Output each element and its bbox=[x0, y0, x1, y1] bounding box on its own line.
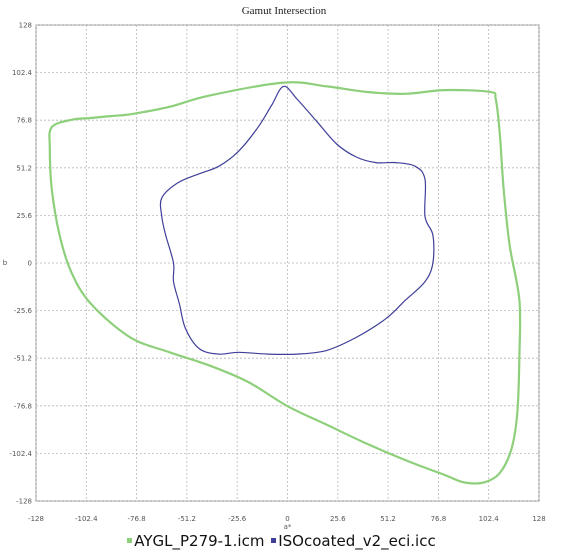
y-tick-label: -128 bbox=[16, 498, 32, 506]
series-line-isocoated bbox=[159, 85, 435, 356]
x-tick-label: -128 bbox=[28, 515, 44, 523]
legend-swatch-aygl bbox=[127, 538, 133, 543]
y-tick-label: 51.2 bbox=[16, 164, 32, 172]
legend-item-aygl: AYGL_P279-1.icm bbox=[127, 532, 264, 550]
y-tick-label: 25.6 bbox=[16, 212, 32, 220]
x-tick-label: -51.2 bbox=[178, 515, 196, 523]
y-tick-label: -51.2 bbox=[14, 355, 32, 363]
x-tick-label: 128 bbox=[532, 515, 545, 523]
x-tick-label: 25.6 bbox=[330, 515, 346, 523]
x-axis-label: a* bbox=[284, 523, 292, 530]
gamut-chart: Gamut Intersection -128-128-102.4-102.4-… bbox=[3, 5, 546, 530]
y-tick-label: 102.4 bbox=[12, 69, 33, 77]
y-tick-label: -76.8 bbox=[14, 402, 32, 410]
x-tick-label: -25.6 bbox=[228, 515, 247, 523]
y-axis-label: b bbox=[3, 259, 8, 267]
series-line-aygl bbox=[48, 81, 522, 485]
grid-lines bbox=[35, 24, 540, 502]
x-tick-label: -102.4 bbox=[75, 515, 98, 523]
x-tick-label: 51.2 bbox=[380, 515, 396, 523]
y-tick-label: -25.6 bbox=[14, 307, 33, 315]
y-tick-label: -102.4 bbox=[9, 450, 32, 458]
series-layer bbox=[48, 81, 522, 485]
x-tick-label: -76.8 bbox=[128, 515, 146, 523]
legend-label-isocoated: ISOcoated_v2_eci.icc bbox=[278, 532, 436, 550]
x-tick-label: 102.4 bbox=[479, 515, 500, 523]
legend-swatch-isocoated bbox=[271, 538, 277, 543]
tick-labels: -128 -128 -102.4 -102.4 -76.8 -76.8 -51.2 -51.2… bbox=[9, 22, 545, 524]
y-tick-label: 128 bbox=[19, 22, 32, 30]
x-tick-label: 0 bbox=[285, 515, 289, 523]
y-tick-label: 76.8 bbox=[16, 117, 32, 125]
x-tick-label: 76.8 bbox=[431, 515, 447, 523]
y-tick-label: 0 bbox=[28, 260, 32, 268]
chart-title: Gamut Intersection bbox=[242, 5, 327, 17]
chart-legend: AYGL_P279-1.icm ISOcoated_v2_eci.icc bbox=[0, 532, 563, 550]
legend-label-aygl: AYGL_P279-1.icm bbox=[134, 532, 265, 550]
legend-item-isocoated: ISOcoated_v2_eci.icc bbox=[271, 532, 436, 550]
